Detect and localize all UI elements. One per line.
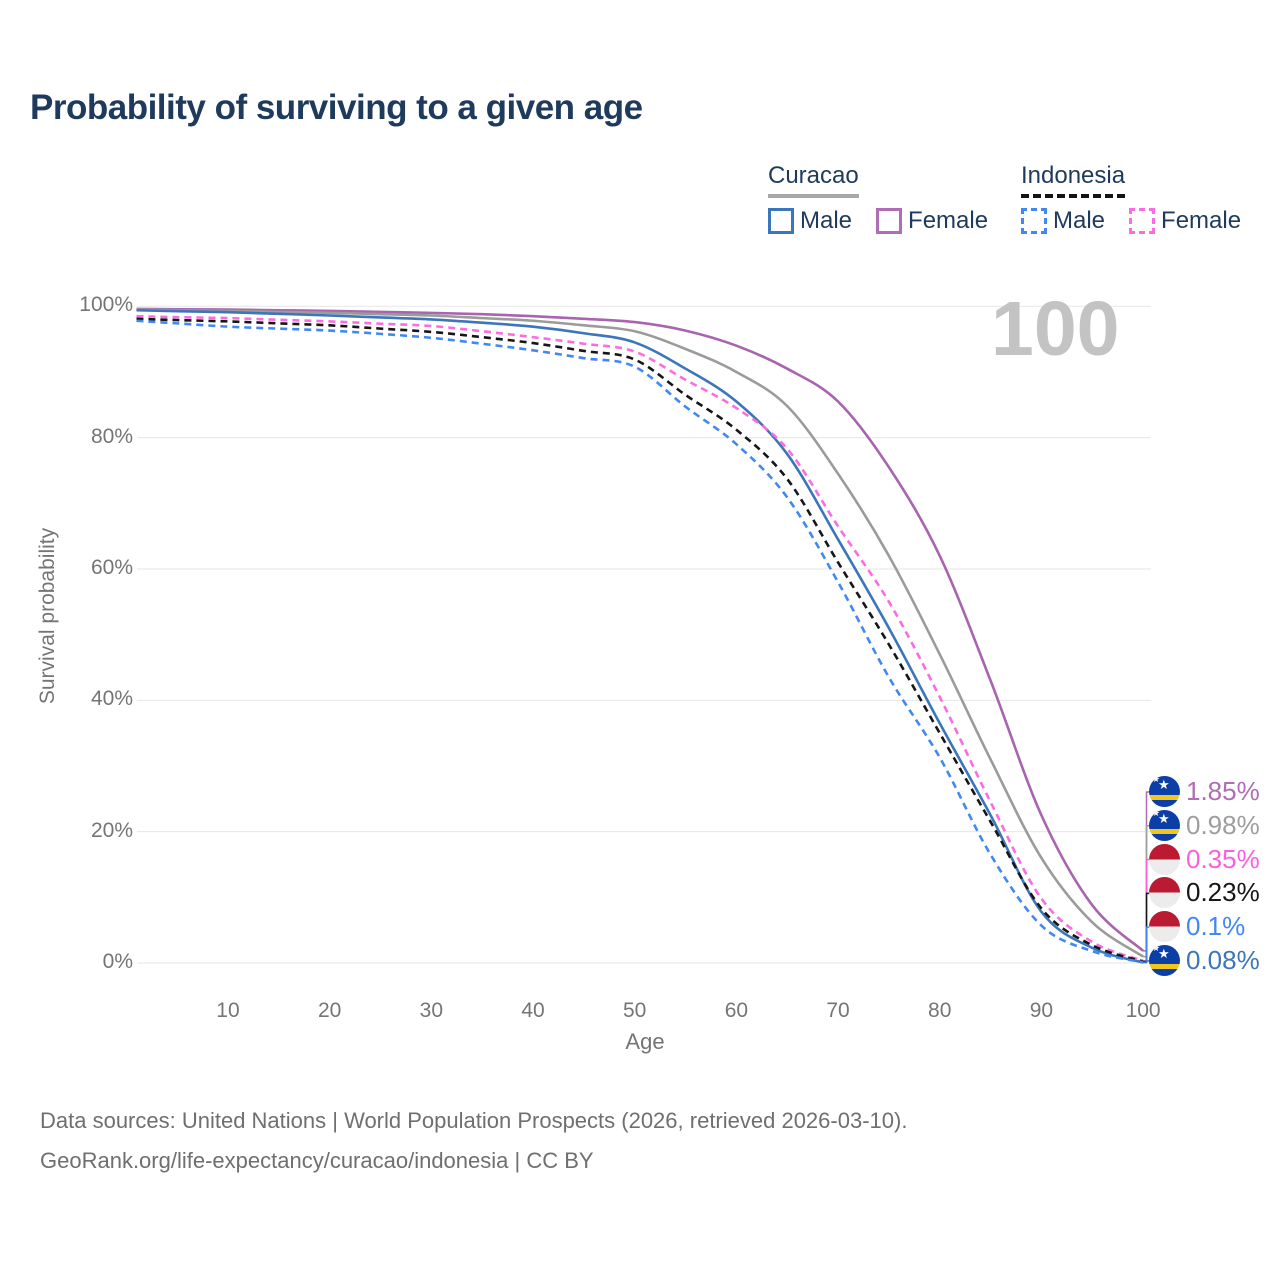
curve-indonesia-male[interactable] bbox=[136, 319, 1144, 964]
x-tick-label: 90 bbox=[1029, 999, 1054, 1022]
star-icon: ★ bbox=[1158, 946, 1170, 961]
end-label-value: 0.1% bbox=[1186, 911, 1246, 942]
legend-item-curacao-female[interactable]: Female bbox=[876, 207, 988, 235]
curve-curacao-total[interactable] bbox=[136, 308, 1144, 958]
footer-attribution: GeoRank.org/life-expectancy/curacao/indo… bbox=[40, 1148, 594, 1173]
x-tick-label: 100 bbox=[1125, 999, 1161, 1022]
y-tick-label: 60% bbox=[90, 555, 133, 579]
curve-indonesia-total[interactable] bbox=[136, 317, 1144, 963]
legend-items-curacao: Male Female bbox=[768, 207, 988, 235]
star-icon: ★ bbox=[1152, 809, 1161, 818]
legend-label: Male bbox=[800, 207, 853, 234]
end-label-value: 0.08% bbox=[1186, 945, 1260, 975]
legend-swatch-curacao-female bbox=[876, 208, 903, 234]
legend-items-indonesia: Male Female bbox=[1021, 207, 1241, 235]
curve-indonesia-female[interactable] bbox=[136, 314, 1144, 962]
legend-country-curacao: Curacao bbox=[768, 162, 859, 198]
x-tick-label: 30 bbox=[419, 999, 443, 1022]
legend-group-curacao: Curacao Male Female bbox=[768, 162, 988, 235]
legend-label: Male bbox=[1053, 207, 1106, 234]
curacao-flag-icon: ★ ★ bbox=[1149, 945, 1180, 976]
end-label-row: 0.35% bbox=[1149, 843, 1260, 875]
y-tick-label: 0% bbox=[102, 950, 133, 973]
end-label-value: 1.85% bbox=[1186, 776, 1260, 806]
x-tick-label: 10 bbox=[216, 999, 240, 1022]
x-tick-label: 80 bbox=[928, 999, 952, 1022]
legend-swatch-curacao-male bbox=[768, 208, 794, 234]
end-label-value: 0.35% bbox=[1186, 843, 1260, 874]
legend-country-indonesia: Indonesia bbox=[1021, 162, 1126, 198]
legend-swatch-indonesia-male bbox=[1021, 208, 1047, 234]
x-tick-label: 20 bbox=[317, 999, 342, 1022]
indonesia-flag-icon bbox=[1149, 877, 1180, 909]
end-label-connector bbox=[1143, 960, 1150, 964]
x-axis-title: Age bbox=[625, 1029, 665, 1054]
legend-label: Female bbox=[1161, 207, 1242, 234]
star-icon: ★ bbox=[1152, 945, 1161, 953]
indonesia-flag-icon bbox=[1149, 911, 1180, 943]
legend-swatch-indonesia-female bbox=[1129, 208, 1156, 234]
end-label-row: ★ ★ 0.98% bbox=[1149, 809, 1260, 841]
age-watermark: 100 bbox=[991, 286, 1120, 372]
y-tick-label: 20% bbox=[90, 818, 133, 842]
x-tick-label: 60 bbox=[724, 999, 749, 1022]
legend-item-indonesia-female[interactable]: Female bbox=[1129, 207, 1241, 235]
x-tick-label: 40 bbox=[521, 999, 545, 1022]
footer-sources: Data sources: United Nations | World Pop… bbox=[40, 1108, 908, 1133]
end-label-value: 0.98% bbox=[1186, 809, 1260, 840]
curacao-flag-icon: ★ ★ bbox=[1149, 776, 1180, 807]
curve-curacao-male[interactable] bbox=[136, 308, 1144, 964]
end-label-row: 0.23% bbox=[1149, 877, 1260, 909]
page-title: Probability of surviving to a given age bbox=[30, 88, 643, 127]
star-icon: ★ bbox=[1158, 810, 1170, 826]
x-tick-label: 50 bbox=[623, 999, 647, 1022]
indonesia-flag-icon bbox=[1149, 843, 1180, 875]
end-label-value: 0.23% bbox=[1186, 877, 1260, 908]
end-label-row: ★ ★ 0.08% bbox=[1149, 945, 1260, 976]
y-tick-label: 80% bbox=[90, 424, 133, 448]
legend-label: Female bbox=[908, 207, 989, 234]
x-tick-label: 70 bbox=[826, 999, 850, 1022]
end-label-row: 0.1% bbox=[1149, 911, 1246, 943]
legend-group-indonesia: Indonesia Male Female bbox=[1021, 162, 1241, 235]
curve-curacao-female[interactable] bbox=[136, 307, 1144, 952]
star-icon: ★ bbox=[1152, 776, 1161, 784]
star-icon: ★ bbox=[1158, 777, 1170, 792]
y-tick-label: 40% bbox=[90, 687, 133, 711]
legend-item-indonesia-male[interactable]: Male bbox=[1021, 207, 1105, 235]
curacao-flag-icon: ★ ★ bbox=[1149, 809, 1180, 841]
y-axis-title: Survival probability bbox=[36, 527, 59, 705]
end-label-row: ★ ★ 1.85% bbox=[1149, 776, 1260, 807]
legend-item-curacao-male[interactable]: Male bbox=[768, 207, 852, 235]
y-tick-label: 100% bbox=[79, 293, 133, 317]
